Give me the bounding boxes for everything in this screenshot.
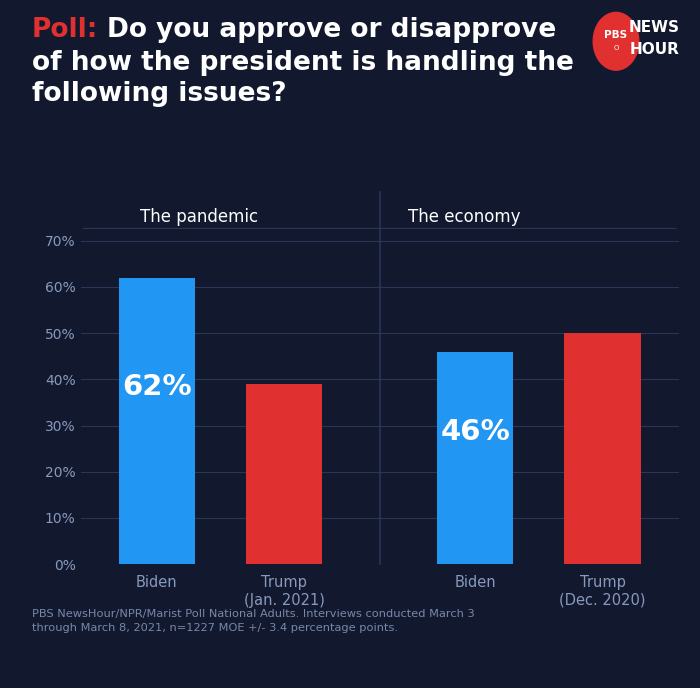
Text: 50%: 50% [568, 407, 638, 435]
Bar [564, 333, 640, 564]
Text: 46%: 46% [440, 418, 510, 447]
Text: PBS: PBS [604, 30, 628, 40]
Text: Poll:: Poll: [32, 17, 98, 43]
Text: 62%: 62% [122, 373, 192, 400]
Text: 39%: 39% [249, 438, 319, 466]
Text: NEWS: NEWS [629, 20, 680, 35]
Text: O: O [614, 45, 620, 51]
Text: PBS NewsHour/NPR/Marist Poll National Adults. Interviews conducted March 3
throu: PBS NewsHour/NPR/Marist Poll National Ad… [32, 609, 475, 633]
Text: following issues?: following issues? [32, 81, 286, 107]
Bar [246, 384, 323, 564]
Text: of how the president is handling the: of how the president is handling the [32, 50, 573, 76]
Bar [119, 278, 195, 564]
Text: The economy: The economy [408, 208, 520, 226]
Text: The pandemic: The pandemic [141, 208, 258, 226]
Text: HOUR: HOUR [629, 42, 680, 57]
Bar [437, 352, 514, 564]
Text: Do you approve or disapprove: Do you approve or disapprove [107, 17, 556, 43]
